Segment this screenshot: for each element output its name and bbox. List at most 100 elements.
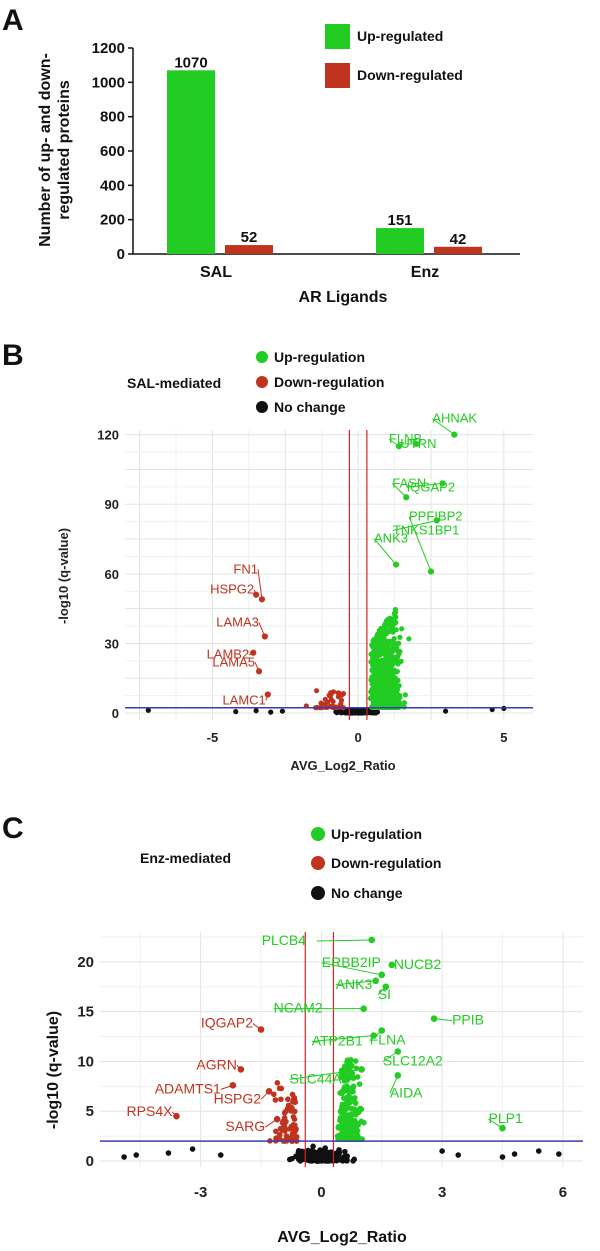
bar-y-tick-label: 1200: [92, 40, 125, 57]
data-point: [288, 1125, 294, 1132]
labeled-data-point: [403, 494, 410, 501]
gene-label-plcb4: PLCB4: [262, 932, 307, 948]
panel-a-letter: A: [2, 4, 24, 37]
legend-up-label: Up-regulated: [357, 28, 443, 44]
data-point: [390, 679, 397, 685]
data-point: [394, 691, 400, 697]
bar-sal-up: [167, 70, 215, 254]
gene-label-plp1: PLP1: [489, 1110, 523, 1126]
gene-label-flna: FLNA: [370, 1032, 406, 1048]
legend-nochange-label: No change: [274, 399, 346, 415]
gene-label-slc44a1: SLC44A1: [290, 1070, 350, 1086]
data-point: [385, 692, 391, 698]
data-point: [384, 680, 391, 686]
data-point: [371, 681, 377, 687]
gene-label-lamb2: LAMB2: [207, 647, 250, 662]
data-point: [322, 1145, 328, 1151]
data-point: [318, 700, 324, 706]
label-leader-line: [406, 482, 443, 488]
data-point: [376, 701, 383, 707]
gene-label-agrn: AGRN: [196, 1056, 236, 1072]
data-point: [280, 1118, 286, 1125]
gene-label-utrn: UTRN: [400, 436, 436, 451]
data-point: [379, 658, 385, 664]
data-point: [281, 1110, 288, 1116]
labeled-data-point: [392, 561, 400, 568]
data-point: [511, 1151, 518, 1157]
data-point: [277, 1125, 284, 1132]
enz-y-axis-title: -log10 (q-value): [45, 1011, 62, 1129]
bar-chart: Number of up- and down-regulated protein…: [37, 24, 520, 306]
gene-label-ank3: ANK3: [374, 531, 408, 546]
data-point: [339, 1088, 345, 1095]
data-point: [319, 1155, 326, 1162]
x-tick-label: 5: [500, 730, 507, 745]
data-point: [133, 1152, 140, 1158]
y-tick-label: 5: [86, 1103, 94, 1120]
bar-category-label: Enz: [411, 264, 439, 281]
data-point: [279, 708, 285, 714]
data-point: [406, 636, 412, 642]
data-point: [340, 1126, 347, 1133]
data-point: [285, 1096, 291, 1103]
data-point: [344, 1057, 351, 1063]
data-point: [278, 1096, 284, 1103]
label-leader-line: [311, 1035, 374, 1043]
labeled-data-point: [273, 1115, 281, 1123]
bar-y-tick-label: 600: [100, 143, 125, 160]
data-point: [350, 1085, 356, 1091]
panel-c-letter: C: [2, 812, 24, 845]
labeled-data-point: [229, 1082, 237, 1089]
data-point: [289, 1091, 296, 1098]
labeled-data-point: [261, 633, 268, 640]
enz-subtitle: Enz-mediated: [140, 850, 231, 866]
data-point: [383, 658, 389, 665]
labeled-data-point: [253, 591, 260, 598]
data-point: [382, 621, 388, 627]
data-point: [375, 648, 381, 654]
labeled-data-point: [388, 961, 396, 969]
data-point: [333, 1157, 340, 1164]
labeled-data-point: [370, 1032, 378, 1039]
data-point: [377, 682, 384, 688]
data-point: [388, 669, 395, 675]
gene-label-iqgap2: IQGAP2: [201, 1015, 253, 1031]
volcano-plot-sal: SAL-mediated Up-regulation Down-regulati…: [56, 349, 533, 773]
data-point: [343, 1094, 350, 1101]
label-leader-line: [391, 482, 407, 498]
gene-label-ppib: PPIB: [452, 1012, 484, 1028]
data-point: [288, 1108, 295, 1114]
labeled-data-point: [499, 1124, 506, 1132]
labeled-data-point: [394, 1072, 402, 1079]
gene-label-ncam2: NCAM2: [274, 1000, 323, 1016]
data-point: [290, 1099, 296, 1105]
data-point: [285, 1102, 292, 1109]
labeled-data-point: [394, 1048, 402, 1055]
gene-label-tnks1bp1: TNKS1BP1: [393, 522, 459, 537]
data-point: [272, 1097, 279, 1103]
data-point: [390, 695, 396, 702]
labeled-data-point: [439, 480, 446, 487]
volcano-plot-enz: Enz-mediated Up-regulation Down-regulati…: [45, 826, 583, 1246]
gene-label-slc12a2: SLC12A2: [383, 1052, 443, 1068]
data-point: [556, 1151, 562, 1157]
legend-down-dot: [311, 856, 325, 870]
legend-up-dot: [311, 827, 325, 841]
data-point: [381, 703, 388, 709]
data-point: [345, 709, 351, 715]
gene-label-ppfibp2: PPFIBP2: [409, 509, 462, 524]
data-point: [352, 1058, 359, 1064]
bar-value-label: 52: [241, 229, 258, 246]
labeled-data-point: [378, 1027, 386, 1034]
legend-down-label: Down-regulation: [274, 374, 384, 390]
data-point: [376, 695, 382, 701]
x-tick-label: 0: [317, 1184, 325, 1201]
data-point: [348, 1112, 355, 1119]
labeled-data-point: [360, 1005, 367, 1012]
gene-label-erbb2ip: ERBB2IP: [322, 954, 381, 970]
legend-up-dot: [256, 351, 268, 363]
legend-nochange-label: No change: [331, 885, 403, 901]
data-point: [385, 644, 391, 650]
data-point: [373, 653, 380, 659]
labeled-data-point: [451, 431, 458, 438]
